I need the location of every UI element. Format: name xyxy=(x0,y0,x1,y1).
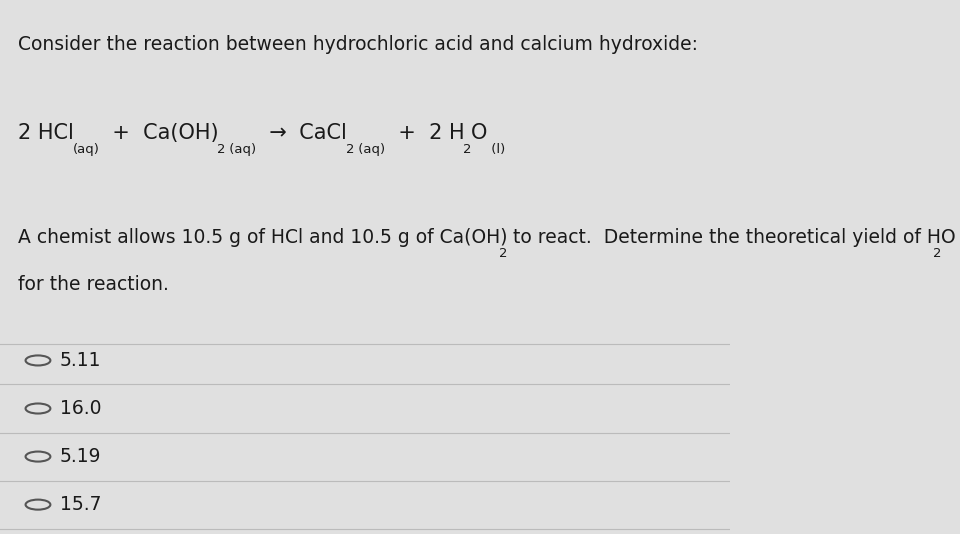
Text: CaCl: CaCl xyxy=(286,123,347,143)
Text: 16.0: 16.0 xyxy=(60,399,102,418)
Text: +  2 H: + 2 H xyxy=(385,123,465,143)
Text: A chemist allows 10.5 g of HCl and 10.5 g of Ca(OH): A chemist allows 10.5 g of HCl and 10.5 … xyxy=(18,228,508,247)
Text: 5.11: 5.11 xyxy=(60,351,102,370)
Text: 2 HCl: 2 HCl xyxy=(18,123,74,143)
Text: 15.7: 15.7 xyxy=(60,495,102,514)
Text: (l): (l) xyxy=(487,143,506,156)
Text: for the reaction.: for the reaction. xyxy=(18,275,169,294)
Text: 5.19: 5.19 xyxy=(60,447,102,466)
Text: 2: 2 xyxy=(217,143,226,156)
Text: O: O xyxy=(942,228,956,247)
Text: +  Ca(OH): + Ca(OH) xyxy=(100,123,219,143)
Text: 2: 2 xyxy=(346,143,354,156)
Text: 2: 2 xyxy=(933,247,942,261)
Text: →: → xyxy=(255,123,286,143)
Text: 2: 2 xyxy=(499,247,507,261)
Text: 2: 2 xyxy=(463,143,471,156)
Text: Consider the reaction between hydrochloric acid and calcium hydroxide:: Consider the reaction between hydrochlor… xyxy=(18,35,698,54)
Text: (aq): (aq) xyxy=(354,143,385,156)
Text: (aq): (aq) xyxy=(226,143,256,156)
Text: (aq): (aq) xyxy=(73,143,100,156)
Text: to react.  Determine the theoretical yield of H: to react. Determine the theoretical yiel… xyxy=(507,228,941,247)
Text: O: O xyxy=(471,123,488,143)
